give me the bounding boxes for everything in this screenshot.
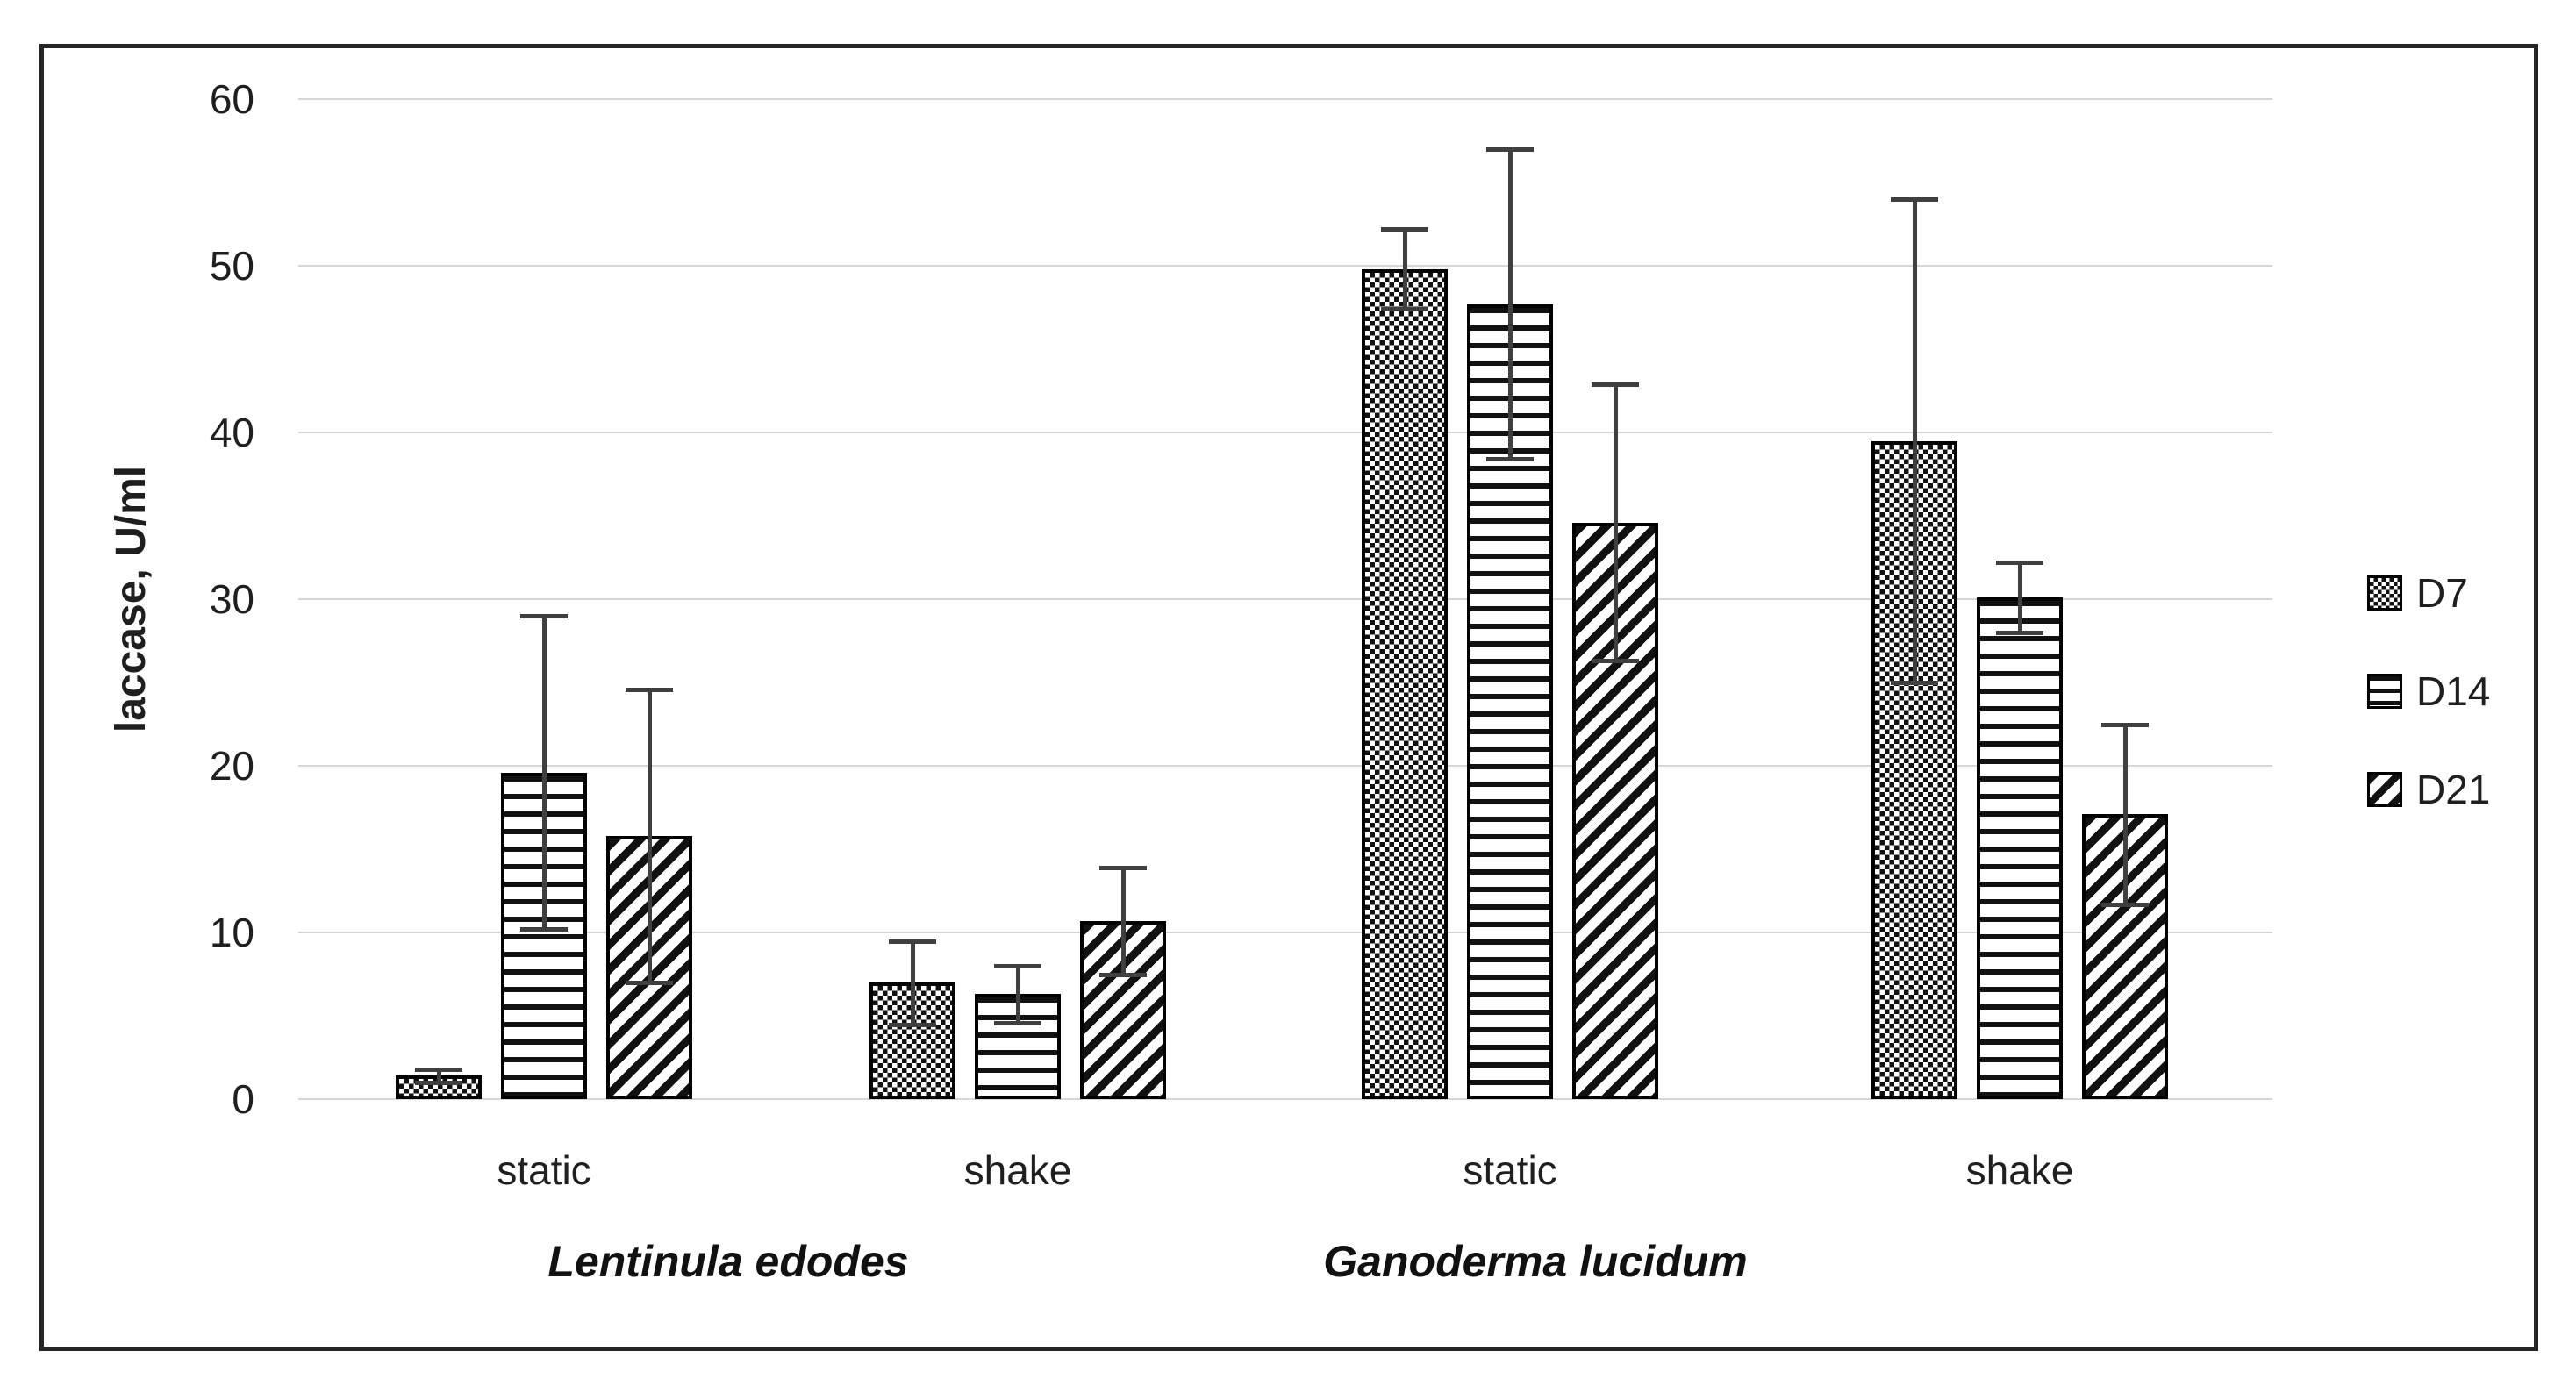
bar-D14-shake-3 (1977, 597, 2063, 1099)
y-tick-label-50: 50 (209, 243, 254, 289)
x-category-label-static-0: static (497, 1147, 591, 1193)
species-label-1: Ganoderma lucidum (1323, 1237, 1748, 1286)
gridline-10 (298, 932, 2272, 933)
legend-label-D7: D7 (2416, 570, 2468, 616)
gridline-40 (298, 432, 2272, 433)
error-bar-cap-top-D7-1 (889, 939, 936, 944)
y-tick-label-0: 0 (232, 1076, 254, 1122)
bar-D7-static-2 (1362, 268, 1448, 1099)
legend-label-D21: D21 (2416, 767, 2491, 812)
legend-swatch-D14 (2367, 674, 2402, 709)
gridline-30 (298, 598, 2272, 600)
error-bar-cap-top-D14-3 (1996, 561, 2043, 566)
error-bar-cap-bottom-D7-3 (1891, 681, 1938, 685)
error-bar-cap-top-D7-3 (1891, 197, 1938, 202)
legend-swatch-D21 (2367, 772, 2402, 807)
error-bar-cap-top-D7-2 (1381, 227, 1428, 232)
error-bar-line-D7-3 (1913, 199, 1917, 682)
legend-item-D14: D14 (2367, 668, 2491, 714)
legend-swatch-D7 (2367, 575, 2402, 611)
y-tick-label-60: 60 (209, 76, 254, 122)
error-bar-cap-bottom-D14-2 (1486, 457, 1534, 462)
chart-outer-frame (39, 44, 2538, 1351)
gridline-0 (298, 1098, 2272, 1100)
error-bar-cap-bottom-D14-3 (1996, 631, 2043, 635)
error-bar-cap-bottom-D7-2 (1381, 307, 1428, 312)
error-bar-cap-top-D14-2 (1486, 147, 1534, 152)
error-bar-line-D14-0 (542, 616, 547, 930)
error-bar-cap-top-D21-2 (1592, 382, 1639, 387)
gridline-60 (298, 98, 2272, 100)
legend: D7 D14 D21 (2367, 570, 2491, 812)
legend-item-D21: D21 (2367, 767, 2491, 812)
y-tick-label-20: 20 (209, 743, 254, 789)
error-bar-cap-bottom-D14-0 (520, 927, 568, 932)
error-bar-line-D7-1 (911, 940, 915, 1025)
error-bar-line-D21-0 (648, 689, 652, 982)
error-bar-line-D21-2 (1614, 383, 1618, 661)
error-bar-line-D21-1 (1121, 867, 1126, 975)
gridline-20 (298, 765, 2272, 767)
species-label-0: Lentinula edodes (547, 1237, 909, 1286)
y-tick-label-10: 10 (209, 910, 254, 955)
error-bar-cap-top-D14-1 (994, 964, 1041, 968)
x-category-label-static-2: static (1463, 1147, 1557, 1193)
error-bar-cap-bottom-D21-2 (1592, 659, 1639, 664)
error-bar-cap-bottom-D21-3 (2101, 902, 2149, 907)
error-bar-cap-top-D14-0 (520, 614, 568, 618)
y-tick-label-40: 40 (209, 410, 254, 455)
error-bar-cap-top-D21-3 (2101, 722, 2149, 727)
legend-item-D7: D7 (2367, 570, 2490, 616)
error-bar-cap-bottom-D7-1 (889, 1022, 936, 1027)
error-bar-line-D21-3 (2123, 724, 2128, 904)
error-bar-cap-bottom-D21-0 (626, 981, 673, 985)
x-category-label-shake-1: shake (963, 1147, 1072, 1193)
error-bar-line-D7-2 (1403, 229, 1407, 310)
legend-label-D14: D14 (2416, 668, 2491, 714)
y-tick-label-30: 30 (209, 576, 254, 622)
x-category-label-shake-3: shake (1965, 1147, 2074, 1193)
error-bar-cap-top-D7-0 (415, 1067, 462, 1072)
error-bar-line-D14-1 (1016, 966, 1020, 1023)
error-bar-cap-top-D21-0 (626, 687, 673, 692)
error-bar-line-D14-2 (1508, 149, 1513, 460)
error-bar-line-D14-3 (2018, 562, 2022, 632)
error-bar-cap-bottom-D7-0 (415, 1081, 462, 1085)
gridline-50 (298, 265, 2272, 267)
error-bar-cap-top-D21-1 (1099, 865, 1147, 870)
error-bar-cap-bottom-D21-1 (1099, 972, 1147, 977)
error-bar-cap-bottom-D14-1 (994, 1020, 1041, 1025)
error-bar-line-D7-0 (437, 1068, 441, 1082)
